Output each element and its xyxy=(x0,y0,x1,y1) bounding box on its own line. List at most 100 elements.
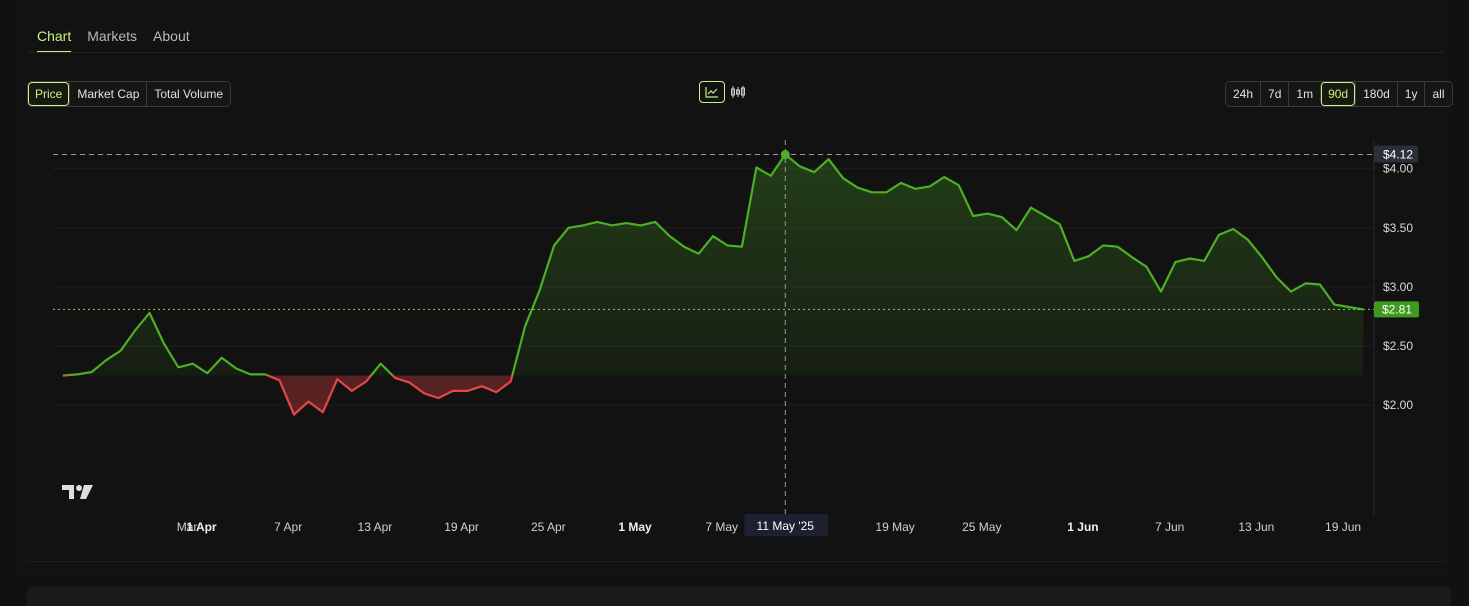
footer-panel xyxy=(27,586,1451,606)
line-chart-icon xyxy=(705,87,718,98)
data-point xyxy=(638,222,644,228)
data-point xyxy=(551,243,557,249)
data-point xyxy=(277,377,283,383)
data-point xyxy=(291,412,297,418)
range-90d-button[interactable]: 90d xyxy=(1320,82,1356,106)
price-chart[interactable]: $2.00$2.50$3.00$3.50$4.00$4.50Mar1 Apr7 … xyxy=(0,103,1469,545)
range-7d-button[interactable]: 7d xyxy=(1260,82,1289,106)
data-point xyxy=(146,310,152,316)
x-tick-label: 1 Apr xyxy=(186,520,217,534)
data-point xyxy=(927,183,933,189)
data-point xyxy=(855,185,861,191)
data-point xyxy=(1042,213,1048,219)
data-point xyxy=(580,222,586,228)
data-point xyxy=(1274,274,1280,280)
metric-price-button[interactable]: Price xyxy=(28,82,70,106)
x-tick-label: 7 Jun xyxy=(1155,520,1184,534)
data-point xyxy=(60,373,66,379)
data-point xyxy=(118,348,124,354)
tab-chart[interactable]: Chart xyxy=(37,28,72,53)
data-point xyxy=(652,219,658,225)
data-point xyxy=(840,175,846,181)
data-point xyxy=(175,364,181,370)
data-point xyxy=(522,323,528,329)
data-point xyxy=(349,388,355,394)
tab-markets[interactable]: Markets xyxy=(87,28,138,44)
x-tick-label: 7 Apr xyxy=(274,520,302,534)
data-point xyxy=(970,213,976,219)
data-point xyxy=(450,388,456,394)
data-point xyxy=(1201,258,1207,264)
range-1m-button[interactable]: 1m xyxy=(1288,82,1321,106)
x-tick-label: 13 Jun xyxy=(1238,520,1274,534)
crosshair-point xyxy=(780,150,790,160)
tab-bar: Chart Markets About xyxy=(37,28,190,53)
data-point xyxy=(262,371,268,377)
data-point xyxy=(435,395,441,401)
x-tick-label: 1 Jun xyxy=(1067,520,1098,534)
data-point xyxy=(1245,237,1251,243)
data-point xyxy=(609,222,615,228)
data-point xyxy=(1057,221,1063,227)
data-point xyxy=(407,380,413,386)
data-point xyxy=(724,243,730,249)
tab-about[interactable]: About xyxy=(153,28,190,44)
data-point xyxy=(1013,227,1019,233)
data-point xyxy=(1028,205,1034,211)
data-point xyxy=(233,365,239,371)
data-point xyxy=(1144,264,1150,270)
data-point xyxy=(1158,289,1164,295)
candlestick-button[interactable] xyxy=(725,81,751,103)
data-point xyxy=(334,376,340,382)
metric-total-volume-button[interactable]: Total Volume xyxy=(146,82,231,106)
data-point xyxy=(1259,254,1265,260)
y-tick-label: $4.00 xyxy=(1383,162,1413,176)
data-point xyxy=(753,165,759,171)
y-tick-label: $2.50 xyxy=(1383,339,1413,353)
data-point xyxy=(811,169,817,175)
data-point xyxy=(508,378,514,384)
range-24h-button[interactable]: 24h xyxy=(1226,82,1261,106)
data-point xyxy=(89,369,95,375)
chart-type-selector xyxy=(699,81,751,103)
metric-market-cap-button[interactable]: Market Cap xyxy=(69,82,147,106)
data-point xyxy=(956,182,962,188)
crosshair-date-badge xyxy=(744,514,829,536)
data-point xyxy=(1115,244,1121,250)
data-point xyxy=(421,390,427,396)
data-point xyxy=(594,219,600,225)
data-point xyxy=(710,233,716,239)
data-point xyxy=(1302,280,1308,286)
price-chart-svg[interactable]: $2.00$2.50$3.00$3.50$4.00$4.50Mar1 Apr7 … xyxy=(0,103,1469,540)
range-all-button[interactable]: all xyxy=(1424,82,1452,106)
data-point xyxy=(1317,282,1323,288)
data-point xyxy=(1071,258,1077,264)
y-tick-label: $2.00 xyxy=(1383,398,1413,412)
data-point xyxy=(378,361,384,367)
current-price-label: $2.81 xyxy=(1382,302,1412,316)
data-point xyxy=(1331,302,1337,308)
data-point xyxy=(1172,259,1178,265)
price-line-down xyxy=(62,375,514,416)
range-180d-button[interactable]: 180d xyxy=(1355,82,1397,106)
area-fill-above-baseline xyxy=(62,154,1364,376)
data-point xyxy=(219,355,225,361)
crosshair-date-label: 11 May '25 xyxy=(757,519,815,533)
current-price-badge xyxy=(1374,301,1419,318)
x-tick-label: 7 May xyxy=(705,520,738,534)
line-chart-button[interactable] xyxy=(699,81,725,103)
range-selector: 24h 7d 1m 90d 180d 1y all xyxy=(1225,81,1453,107)
data-point xyxy=(999,214,1005,220)
data-point xyxy=(392,375,398,381)
data-point xyxy=(320,409,326,415)
data-point xyxy=(898,180,904,186)
x-tick-label: Mar xyxy=(177,520,198,534)
data-point xyxy=(1288,289,1294,295)
data-point xyxy=(479,383,485,389)
data-point xyxy=(797,163,803,169)
data-point xyxy=(768,173,774,179)
data-point xyxy=(74,371,80,377)
data-point xyxy=(103,357,109,363)
bottom-divider xyxy=(27,561,1444,562)
range-1y-button[interactable]: 1y xyxy=(1396,82,1425,106)
